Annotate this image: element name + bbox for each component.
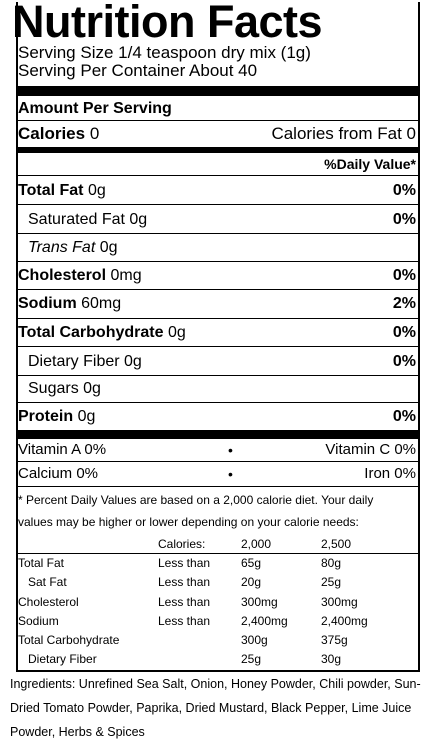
dv-calories-label: Calories:	[158, 537, 206, 551]
divider	[18, 461, 420, 462]
footnote-line-2: values may be higher or lower depending …	[18, 515, 359, 529]
nutrient-row-trans-fat: Trans Fat 0g	[18, 238, 420, 258]
divider	[18, 120, 420, 121]
nutrient-amount: 0g	[87, 182, 106, 199]
calcium: Calcium 0%	[18, 465, 99, 482]
nutrient-dv: 0%	[392, 408, 416, 425]
dv-row-2500: 30g	[321, 652, 342, 666]
nutrient-amount: 0g	[129, 211, 148, 228]
footnote-line-1: * Percent Daily Values are based on a 2,…	[18, 493, 374, 507]
nutrient-label: Protein	[18, 408, 74, 425]
dv-calories-2000: 2,000	[241, 537, 272, 551]
dv-row-name: Sat Fat	[28, 575, 67, 589]
daily-value-header: %Daily Value*	[324, 156, 416, 172]
vitamin-row-1: Vitamin A 0% • Vitamin C 0%	[18, 440, 420, 460]
nutrient-dv: 0%	[392, 211, 416, 228]
divider	[18, 486, 420, 487]
nutrient-label: Cholesterol	[18, 267, 107, 284]
label-border-right	[418, 2, 420, 671]
dv-row-2000: 300mg	[241, 595, 278, 609]
calories-value: 0	[89, 124, 100, 143]
nutrient-amount: 0g	[124, 353, 142, 370]
vitamin-a: Vitamin A 0%	[18, 441, 107, 458]
dv-row-limit: Less than	[158, 595, 211, 609]
medium-divider	[18, 147, 420, 153]
nutrient-amount: 0mg	[110, 267, 142, 284]
dv-row-2000: 300g	[241, 633, 268, 647]
nutrient-label: Total Carbohydrate	[18, 324, 164, 341]
divider	[18, 346, 420, 347]
nutrient-row-sodium: Sodium 60mg 2%	[18, 294, 420, 314]
dv-row-limit: Less than	[158, 614, 211, 628]
nutrient-row-total-fat: Total Fat 0g 0%	[18, 181, 420, 201]
label-title: Nutrition Facts	[12, 0, 323, 47]
calories-row: Calories 0 Calories from Fat 0	[18, 124, 420, 144]
bullet-separator: •	[228, 466, 233, 482]
dv-calories-2500: 2,500	[321, 537, 352, 551]
nutrient-label: Sodium	[18, 295, 77, 312]
nutrition-label: Nutrition Facts Serving Size 1/4 teaspoo…	[8, 0, 420, 672]
dv-row-2000: 2,400mg	[241, 614, 288, 628]
dv-row-name: Cholesterol	[18, 595, 79, 609]
nutrient-row-protein: Protein 0g 0%	[18, 407, 420, 427]
nutrient-label: Dietary Fiber	[28, 353, 120, 370]
bullet-separator: •	[228, 442, 233, 458]
divider	[18, 289, 420, 290]
divider	[18, 261, 420, 262]
dv-row-2500: 375g	[321, 633, 348, 647]
ingredients-text: Ingredients: Unrefined Sea Salt, Onion, …	[10, 677, 421, 739]
serving-size: Serving Size 1/4 teaspoon dry mix (1g)	[18, 43, 311, 62]
divider	[18, 175, 420, 176]
dv-row-limit: Less than	[158, 556, 211, 570]
nutrient-dv: 0%	[392, 182, 416, 199]
nutrient-dv: 0%	[392, 267, 416, 284]
nutrient-amount: 0g	[77, 408, 96, 425]
dv-row-2000: 25g	[241, 652, 262, 666]
nutrient-label: Trans Fat	[28, 239, 96, 256]
nutrient-dv: 0%	[392, 324, 416, 341]
divider	[18, 375, 420, 376]
vitamin-c: Vitamin C 0%	[325, 441, 416, 458]
calories-from-fat: Calories from Fat 0	[271, 124, 416, 143]
divider	[18, 553, 420, 554]
nutrient-label: Total Fat	[18, 182, 84, 199]
dv-row-name: Total Carbohydrate	[18, 633, 120, 647]
nutrient-label: Sugars	[28, 380, 79, 397]
amount-per-serving: Amount Per Serving	[18, 100, 172, 117]
nutrient-row-cholesterol: Cholesterol 0mg 0%	[18, 266, 420, 286]
dv-row-name: Total Fat	[18, 556, 65, 570]
nutrient-row-total-carbohydrate: Total Carbohydrate 0g 0%	[18, 323, 420, 343]
nutrient-label: Saturated Fat	[28, 211, 125, 228]
nutrient-row-saturated-fat: Saturated Fat 0g 0%	[18, 210, 420, 230]
nutrient-amount: 0g	[167, 324, 186, 341]
dv-row-name: Sodium	[18, 614, 59, 628]
dv-row-2500: 2,400mg	[321, 614, 368, 628]
divider	[18, 402, 420, 403]
calories-label: Calories	[18, 124, 86, 143]
nutrient-dv: 2%	[392, 295, 416, 312]
nutrient-amount: 0g	[83, 380, 101, 397]
nutrient-dv: 0%	[392, 353, 416, 370]
dv-row-2500: 25g	[321, 575, 342, 589]
thick-divider	[18, 86, 420, 96]
dv-row-2500: 300mg	[321, 595, 358, 609]
dv-row-2000: 20g	[241, 575, 262, 589]
nutrient-amount: 60mg	[81, 295, 122, 312]
dv-row-limit: Less than	[158, 575, 211, 589]
servings-per-container: Serving Per Container About 40	[18, 61, 258, 80]
thick-divider	[18, 430, 420, 439]
dv-row-2500: 80g	[321, 556, 342, 570]
label-border-left	[16, 2, 18, 671]
dv-row-2000: 65g	[241, 556, 262, 570]
divider	[18, 318, 420, 319]
iron: Iron 0%	[364, 465, 416, 482]
nutrient-row-sugars: Sugars 0g	[18, 379, 420, 399]
vitamin-row-2: Calcium 0% • Iron 0%	[18, 464, 420, 484]
dv-row-name: Dietary Fiber	[28, 652, 97, 666]
nutrient-amount: 0g	[99, 239, 118, 256]
label-border-bottom	[16, 670, 420, 672]
divider	[18, 204, 420, 205]
divider	[18, 233, 420, 234]
nutrient-row-dietary-fiber: Dietary Fiber 0g 0%	[18, 352, 420, 372]
